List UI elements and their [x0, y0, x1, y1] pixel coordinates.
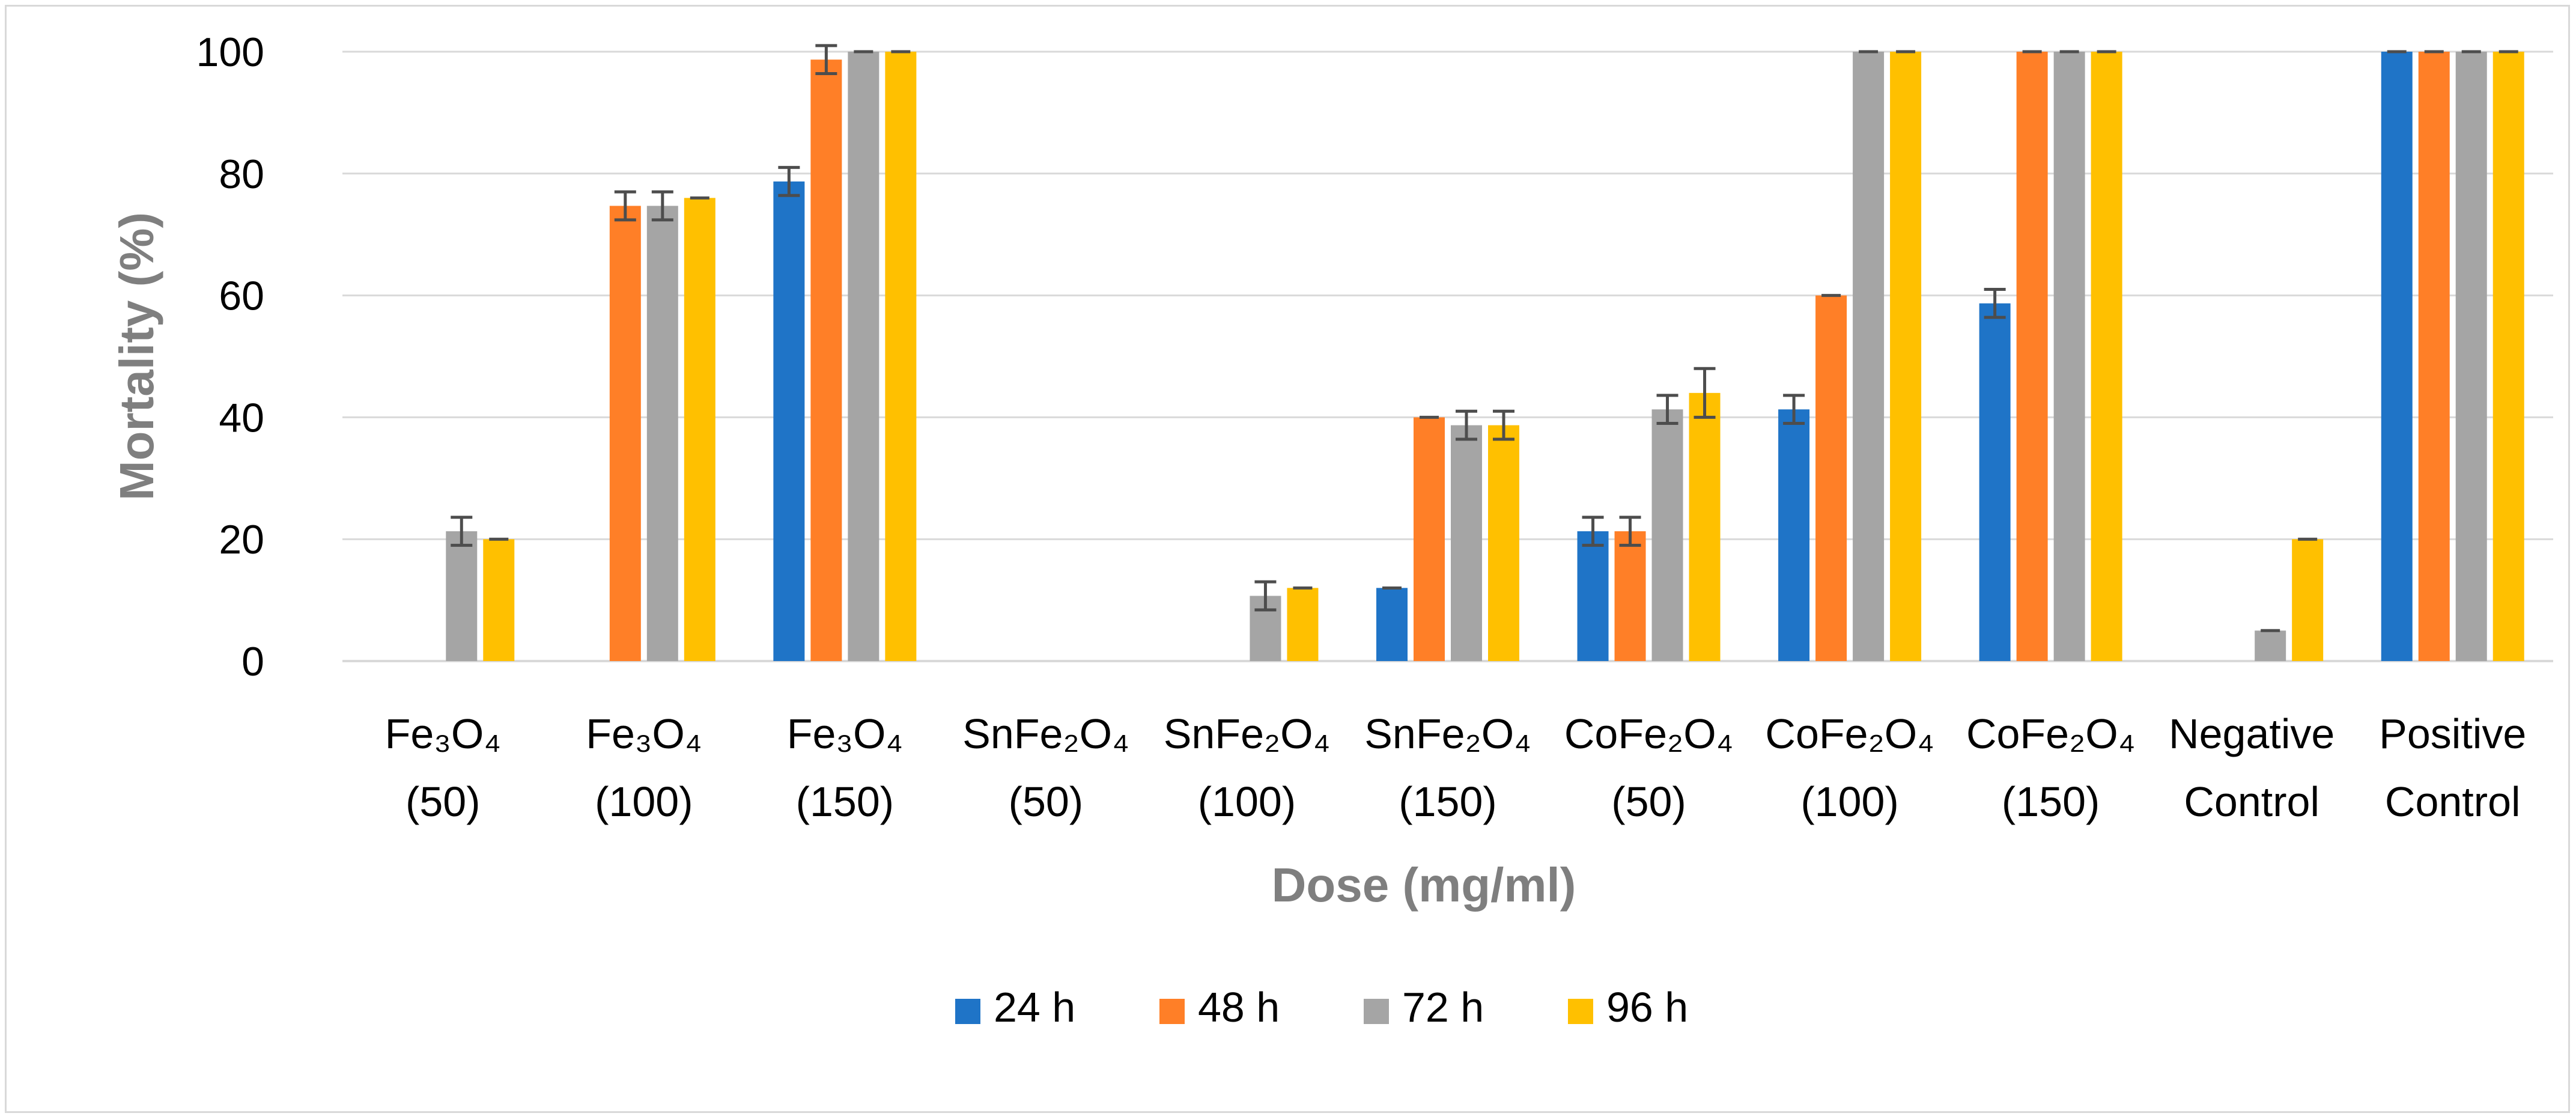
y-tick-label: 80	[219, 151, 264, 197]
legend-label: 96 h	[1606, 984, 1688, 1031]
x-category-label-line2: (100)	[1800, 778, 1898, 825]
x-category-label-line2: (100)	[1198, 778, 1296, 825]
legend-swatch	[1364, 999, 1389, 1024]
x-category-label-line1: Negative	[2169, 710, 2334, 757]
bar	[1614, 531, 1646, 661]
bar	[1376, 588, 1408, 661]
legend-label: 48 h	[1198, 984, 1280, 1031]
x-category-label-line2: (150)	[1399, 778, 1496, 825]
x-category-label-line1: Fe₃O₄	[586, 710, 702, 757]
bar	[2292, 539, 2324, 661]
bar	[2418, 52, 2450, 661]
bar	[1815, 295, 1847, 662]
legend-swatch	[1159, 999, 1185, 1024]
bar	[646, 206, 678, 661]
bar	[1890, 52, 1922, 661]
bar	[1577, 531, 1609, 661]
bar	[1651, 409, 1683, 661]
bar	[885, 52, 917, 661]
x-category-label-line1: CoFe₂O₄	[1966, 710, 2135, 757]
bar	[446, 531, 478, 661]
x-category-label-line2: (100)	[595, 778, 693, 825]
bar	[609, 206, 641, 661]
bar	[810, 59, 842, 661]
legend-swatch	[955, 999, 980, 1024]
x-category-label-line2: (50)	[1611, 778, 1686, 825]
x-category-label-line2: Control	[2184, 778, 2319, 825]
y-tick-label: 40	[219, 395, 264, 441]
bar	[2091, 52, 2122, 661]
y-tick-label: 60	[219, 273, 264, 319]
y-tick-labels: 0 20 40 60 80 100	[196, 29, 264, 685]
y-tick-label: 20	[219, 517, 264, 563]
x-axis-title: Dose (mg/ml)	[1272, 858, 1576, 912]
x-category-label-line1: CoFe₂O₄	[1765, 710, 1934, 757]
x-category-label-line1: Fe₃O₄	[385, 710, 501, 757]
bar	[1689, 392, 1721, 661]
x-category-label-line2: (50)	[1009, 778, 1083, 825]
y-tick-label: 0	[242, 639, 264, 685]
x-category-label-line1: Positive	[2379, 710, 2526, 757]
bar	[848, 52, 879, 661]
chart-frame	[5, 5, 2570, 1113]
legend-label: 24 h	[994, 984, 1075, 1031]
error-bars	[451, 44, 2518, 632]
bar	[1979, 303, 2011, 662]
bar	[773, 181, 805, 661]
x-category-label-line2: (150)	[2002, 778, 2100, 825]
bar	[2016, 52, 2048, 661]
bar	[2381, 52, 2413, 661]
bar	[1287, 588, 1319, 661]
bar	[2053, 52, 2085, 661]
x-category-label-line2: Control	[2385, 778, 2521, 825]
bar	[1451, 425, 1482, 661]
x-category-labels: Fe₃O₄ (50) Fe₃O₄ (100) Fe₃O₄ (150) SnFe₂O₄ (50)…	[385, 710, 2527, 825]
legend-swatch	[1568, 999, 1593, 1024]
x-category-label-line1: CoFe₂O₄	[1564, 710, 1733, 757]
bar	[684, 198, 715, 661]
bar	[483, 539, 515, 661]
bar	[1414, 417, 1445, 661]
x-category-label-line1: SnFe₂O₄	[1164, 710, 1331, 757]
legend-label: 72 h	[1402, 984, 1484, 1031]
y-tick-label: 100	[196, 29, 264, 75]
x-category-label-line1: SnFe₂O₄	[1364, 710, 1531, 757]
bar	[2455, 52, 2487, 661]
bar	[2492, 52, 2524, 661]
bar	[1853, 52, 1885, 661]
y-axis-title: Mortality (%)	[110, 212, 163, 501]
bar	[2255, 630, 2286, 661]
x-category-label-line1: Fe₃O₄	[787, 710, 903, 757]
legend: 24 h 48 h 72 h 96 h	[955, 984, 1688, 1031]
bar	[1778, 409, 1810, 661]
bars	[446, 52, 2524, 662]
bar	[1488, 425, 1519, 661]
x-category-label-line1: SnFe₂O₄	[962, 710, 1129, 757]
x-category-label-line2: (50)	[406, 778, 480, 825]
x-category-label-line2: (150)	[796, 778, 894, 825]
